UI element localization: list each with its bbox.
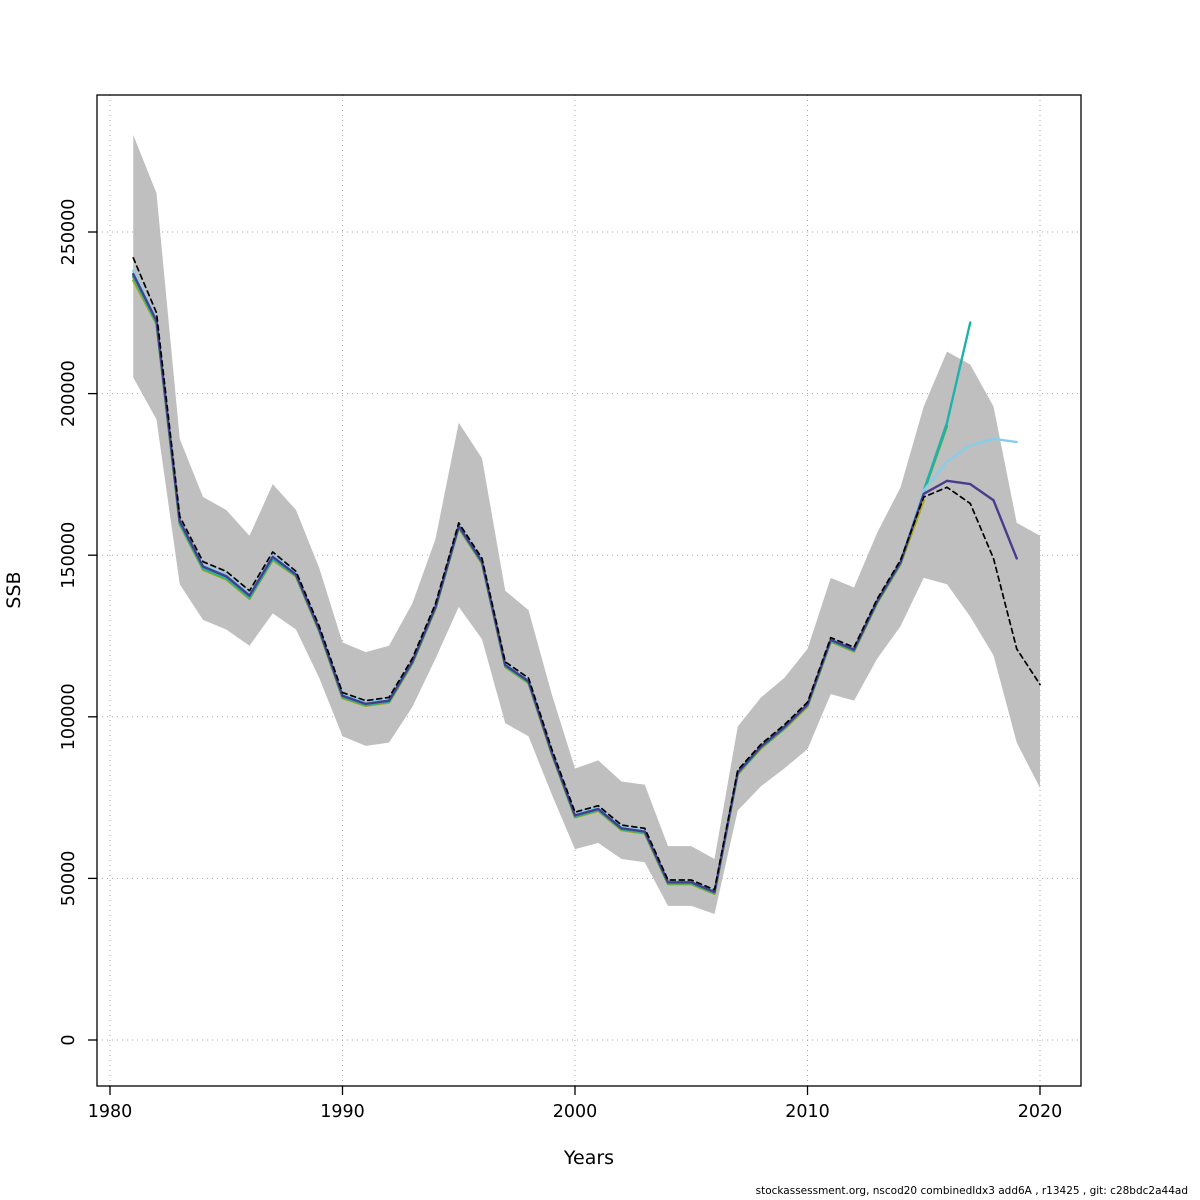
x-tick-label: 2010 (785, 1102, 830, 1122)
series-lines-layer (132, 257, 1041, 896)
confidence-band (133, 135, 1040, 914)
x-tick-label: 2020 (1018, 1102, 1063, 1122)
y-tick-label: 250000 (59, 199, 79, 266)
x-axis-title: Years (563, 1147, 614, 1169)
y-tick-label: 100000 (59, 683, 79, 750)
y-tick-label: 200000 (59, 360, 79, 427)
y-tick-label: 50000 (59, 851, 79, 907)
x-tick-label: 2000 (553, 1102, 598, 1122)
y-axis-title: SSB (3, 571, 25, 608)
retro-run-2019-darkblue (132, 272, 1018, 894)
x-tick-label: 1990 (320, 1102, 365, 1122)
x-tick-label: 1980 (88, 1102, 133, 1122)
current-assessment-dashed-black (132, 257, 1041, 891)
confidence-band-layer (133, 135, 1040, 914)
axes: 1980 1990 2000 2010 2020 0 50000 100000 150000 20… (59, 199, 1062, 1122)
plot-border (96, 94, 1082, 1087)
y-tick-label: 0 (59, 1034, 79, 1045)
y-tick-label: 150000 (59, 522, 79, 589)
footer-credit: stockassessment.org, nscod20 combinedIdx… (756, 1185, 1188, 1197)
